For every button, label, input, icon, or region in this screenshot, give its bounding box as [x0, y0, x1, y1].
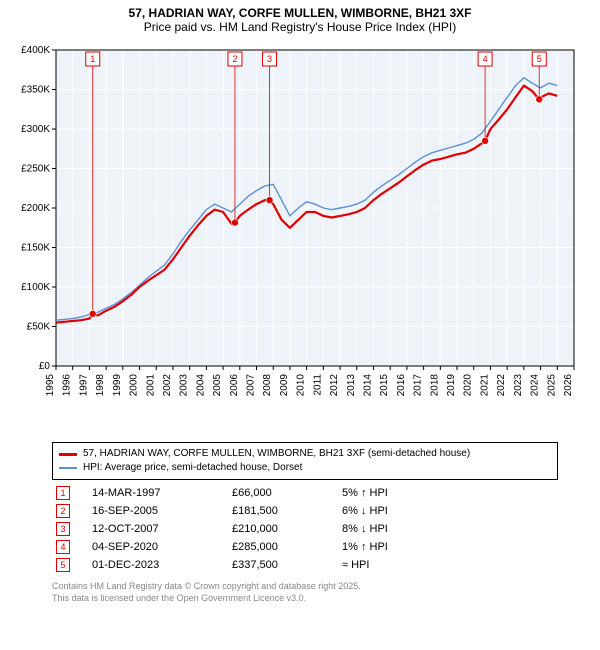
sale-date: 01-DEC-2023 — [88, 556, 228, 574]
svg-text:2023: 2023 — [513, 374, 524, 397]
chart-svg: £0 £50K £100K £150K £200K £250K £300K £350K £400… — [4, 36, 596, 436]
svg-text:2017: 2017 — [413, 374, 424, 397]
svg-text:2024: 2024 — [530, 374, 541, 397]
chart-title-block: 57, HADRIAN WAY, CORFE MULLEN, WIMBORNE,… — [0, 0, 600, 36]
svg-text:£250K: £250K — [21, 164, 50, 175]
sale-marker-box: 2 — [56, 504, 70, 518]
svg-text:2000: 2000 — [129, 374, 140, 397]
svg-text:£300K: £300K — [21, 124, 50, 135]
sales-row: 3 12-OCT-2007£210,0008% ↓ HPI — [52, 520, 558, 538]
footnote: Contains HM Land Registry data © Crown c… — [52, 580, 558, 604]
svg-text:4: 4 — [483, 54, 488, 64]
svg-text:2: 2 — [232, 54, 237, 64]
svg-text:£50K: £50K — [27, 322, 51, 333]
svg-text:2001: 2001 — [145, 374, 156, 397]
legend-label-price: 57, HADRIAN WAY, CORFE MULLEN, WIMBORNE,… — [83, 447, 470, 461]
svg-text:1996: 1996 — [62, 374, 73, 397]
svg-text:2009: 2009 — [279, 374, 290, 397]
svg-text:2020: 2020 — [463, 374, 474, 397]
footnote-line-1: Contains HM Land Registry data © Crown c… — [52, 580, 558, 592]
sale-delta: 1% ↑ HPI — [338, 538, 558, 556]
svg-text:2002: 2002 — [162, 374, 173, 397]
sale-price: £210,000 — [228, 520, 338, 538]
svg-text:2026: 2026 — [563, 374, 574, 397]
sale-marker-box: 5 — [56, 558, 70, 572]
sale-delta: ≈ HPI — [338, 556, 558, 574]
svg-text:2021: 2021 — [479, 374, 490, 397]
sale-marker-box: 3 — [56, 522, 70, 536]
title-line-2: Price paid vs. HM Land Registry's House … — [8, 20, 592, 34]
sales-row: 1 14-MAR-1997£66,0005% ↑ HPI — [52, 484, 558, 502]
sale-date: 16-SEP-2005 — [88, 502, 228, 520]
svg-text:2003: 2003 — [179, 374, 190, 397]
svg-text:2012: 2012 — [329, 374, 340, 397]
sale-date: 04-SEP-2020 — [88, 538, 228, 556]
title-line-1: 57, HADRIAN WAY, CORFE MULLEN, WIMBORNE,… — [8, 6, 592, 20]
svg-text:2006: 2006 — [229, 374, 240, 397]
svg-text:2011: 2011 — [312, 374, 323, 396]
svg-text:1997: 1997 — [78, 374, 89, 397]
legend-row-price: 57, HADRIAN WAY, CORFE MULLEN, WIMBORNE,… — [59, 447, 551, 461]
footnote-line-2: This data is licensed under the Open Gov… — [52, 592, 558, 604]
sales-row: 2 16-SEP-2005£181,5006% ↓ HPI — [52, 502, 558, 520]
sale-date: 12-OCT-2007 — [88, 520, 228, 538]
svg-text:2007: 2007 — [246, 374, 257, 397]
svg-text:2010: 2010 — [296, 374, 307, 397]
svg-text:1995: 1995 — [45, 374, 56, 397]
svg-text:£150K: £150K — [21, 243, 50, 254]
chart-area: £0 £50K £100K £150K £200K £250K £300K £350K £400… — [4, 36, 596, 436]
sale-marker-box: 4 — [56, 540, 70, 554]
legend-swatch-hpi — [59, 467, 77, 469]
svg-text:£400K: £400K — [21, 45, 50, 56]
sale-delta: 5% ↑ HPI — [338, 484, 558, 502]
sales-row: 5 01-DEC-2023£337,500≈ HPI — [52, 556, 558, 574]
svg-text:1999: 1999 — [112, 374, 123, 397]
svg-text:2014: 2014 — [362, 374, 373, 397]
svg-text:2022: 2022 — [496, 374, 507, 397]
svg-text:2008: 2008 — [262, 374, 273, 397]
svg-text:5: 5 — [537, 54, 542, 64]
sale-delta: 8% ↓ HPI — [338, 520, 558, 538]
sale-price: £337,500 — [228, 556, 338, 574]
legend-label-hpi: HPI: Average price, semi-detached house,… — [83, 461, 302, 475]
sale-price: £66,000 — [228, 484, 338, 502]
sales-table: 114-MAR-1997£66,0005% ↑ HPI216-SEP-2005£… — [52, 484, 558, 574]
sale-price: £181,500 — [228, 502, 338, 520]
legend: 57, HADRIAN WAY, CORFE MULLEN, WIMBORNE,… — [52, 442, 558, 480]
svg-text:1998: 1998 — [95, 374, 106, 397]
sale-price: £285,000 — [228, 538, 338, 556]
sale-date: 14-MAR-1997 — [88, 484, 228, 502]
svg-text:£0: £0 — [39, 361, 51, 372]
legend-row-hpi: HPI: Average price, semi-detached house,… — [59, 461, 551, 475]
svg-text:2013: 2013 — [346, 374, 357, 397]
svg-text:2004: 2004 — [195, 374, 206, 397]
legend-swatch-price — [59, 453, 77, 456]
svg-text:1: 1 — [90, 54, 95, 64]
svg-text:2019: 2019 — [446, 374, 457, 397]
svg-text:£200K: £200K — [21, 203, 50, 214]
svg-text:2025: 2025 — [546, 374, 557, 397]
sale-delta: 6% ↓ HPI — [338, 502, 558, 520]
svg-text:2015: 2015 — [379, 374, 390, 397]
sale-marker-box: 1 — [56, 486, 70, 500]
svg-text:2016: 2016 — [396, 374, 407, 397]
svg-text:2018: 2018 — [429, 374, 440, 397]
sales-row: 4 04-SEP-2020£285,0001% ↑ HPI — [52, 538, 558, 556]
svg-text:£100K: £100K — [21, 282, 50, 293]
svg-text:2005: 2005 — [212, 374, 223, 397]
svg-text:£350K: £350K — [21, 85, 50, 96]
svg-text:3: 3 — [267, 54, 272, 64]
